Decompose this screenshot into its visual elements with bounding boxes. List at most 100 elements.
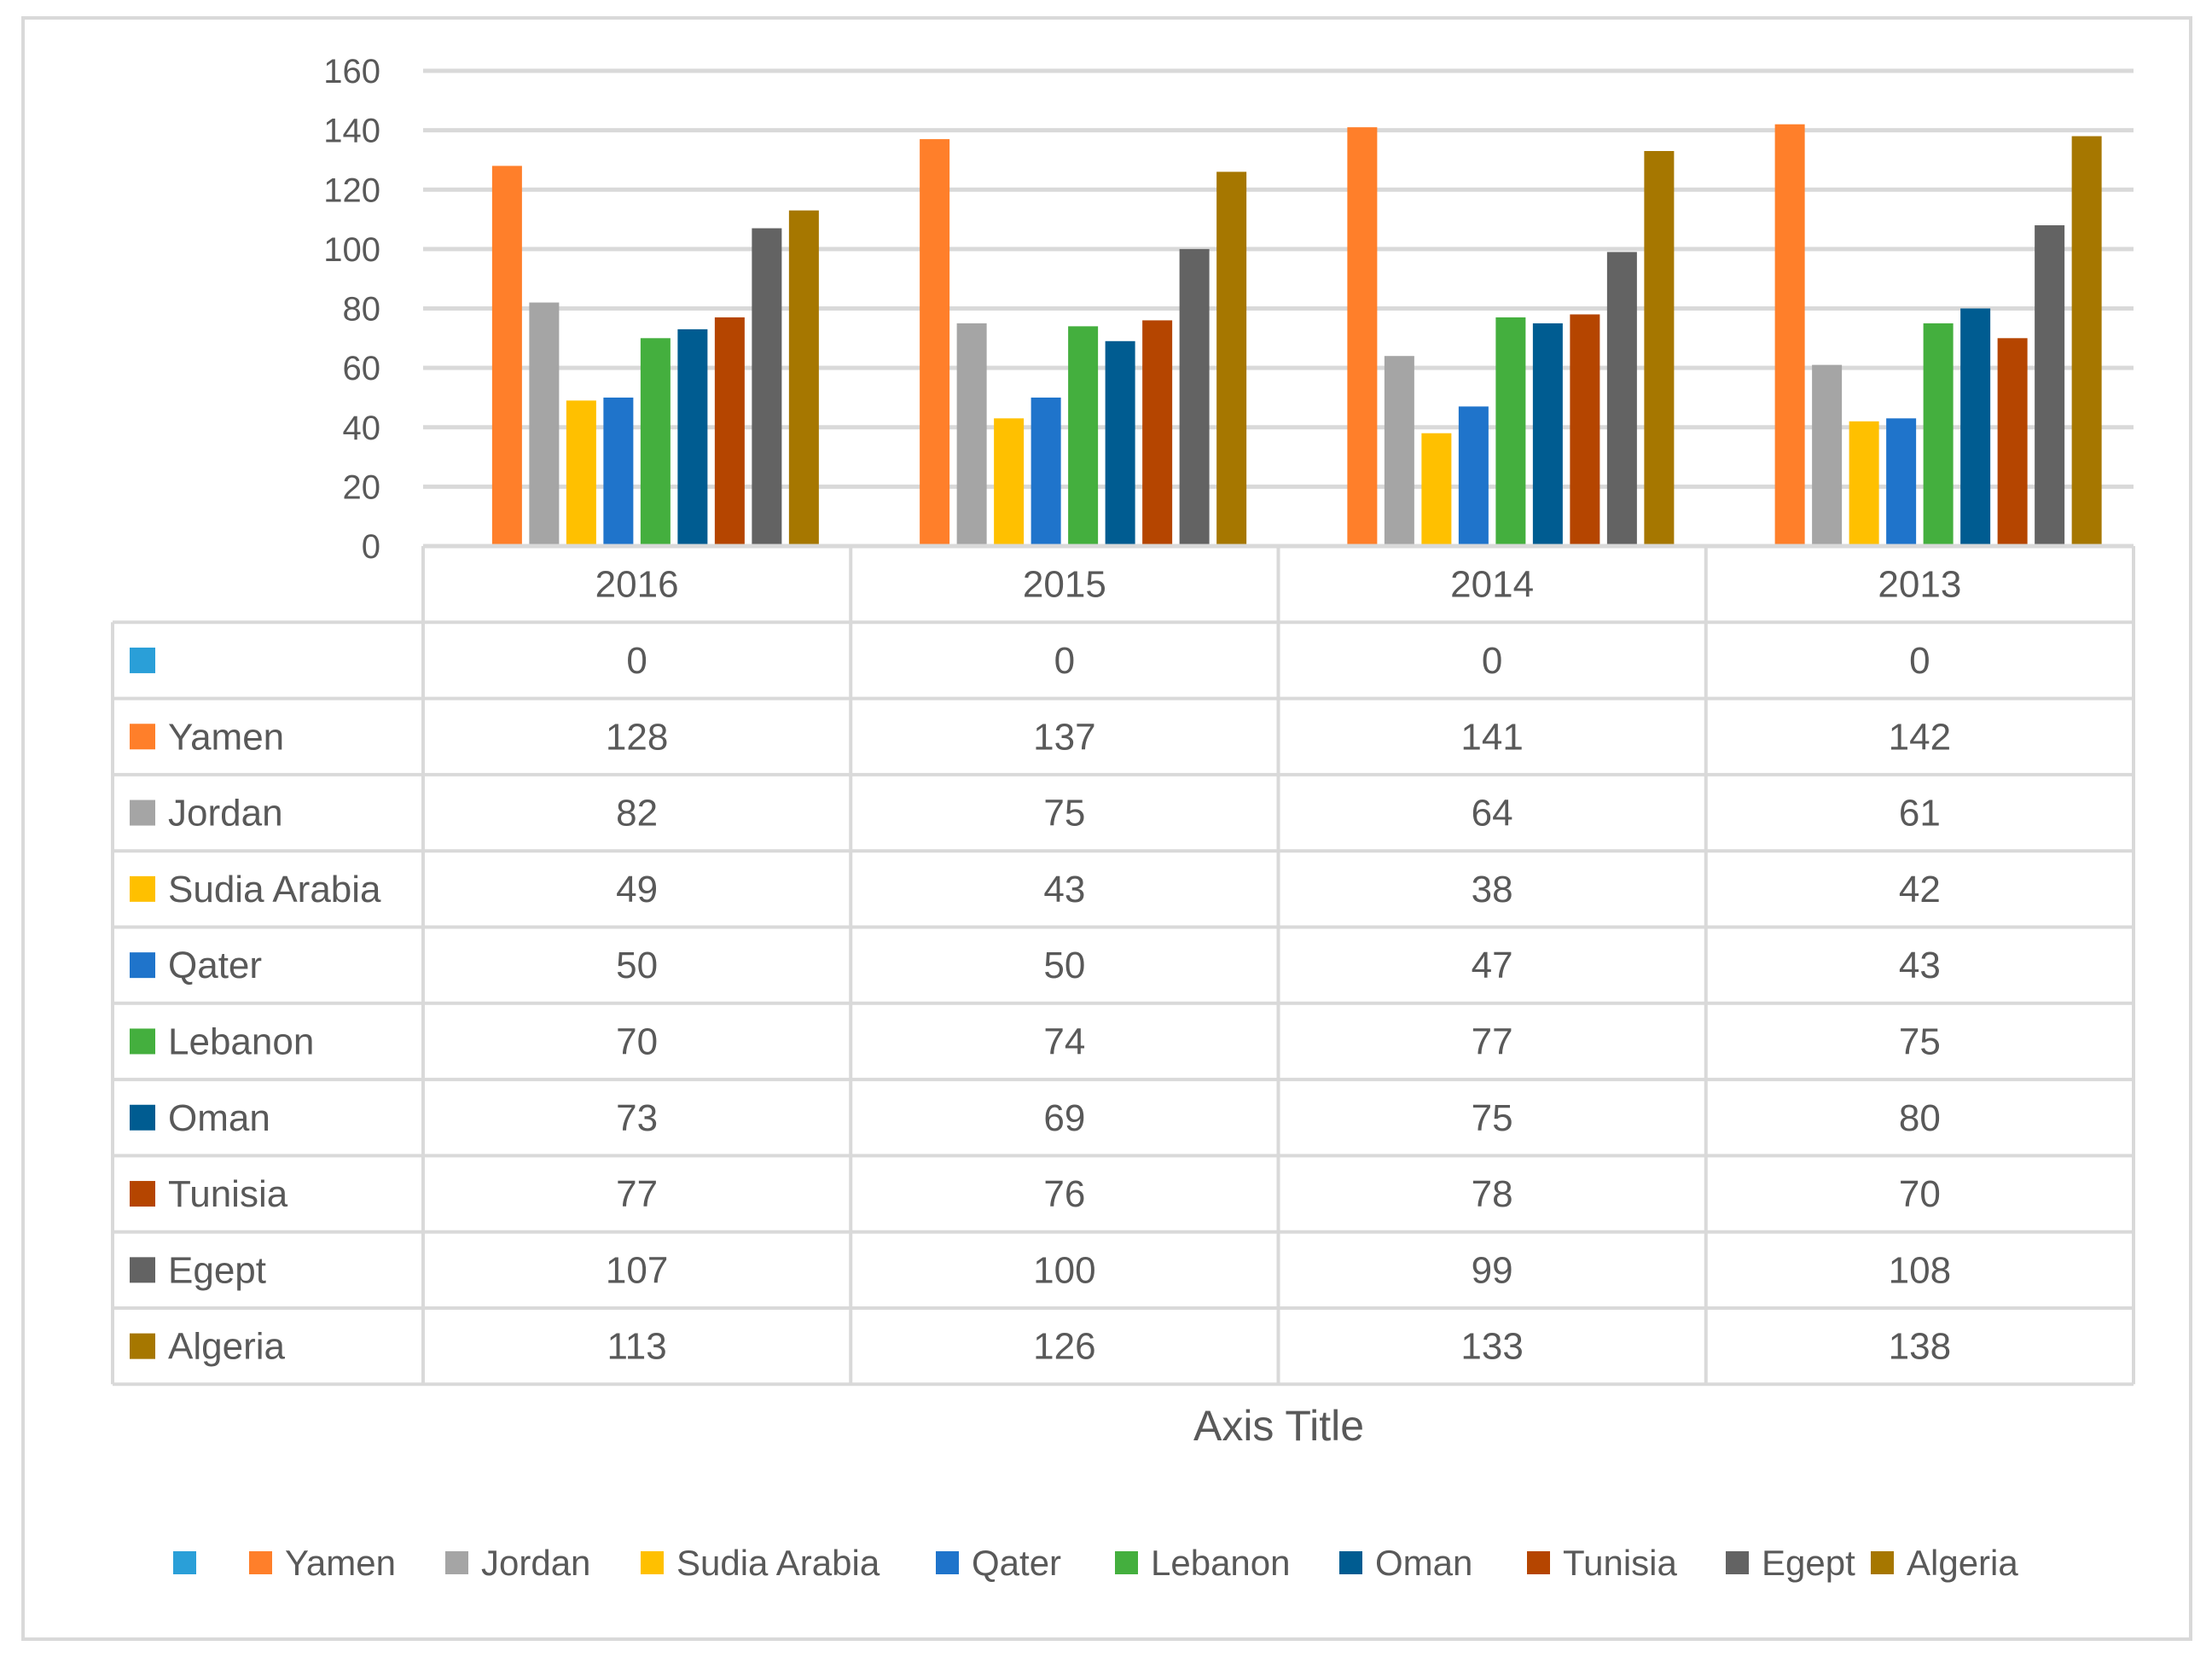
y-tick-label: 40 xyxy=(343,410,381,447)
bar-lebanon-2014 xyxy=(1495,317,1526,546)
legend-label: Jordan xyxy=(481,1543,590,1583)
bar-yamen-2016 xyxy=(491,166,522,546)
y-tick-label: 80 xyxy=(343,291,381,329)
table-legend-key xyxy=(130,724,155,750)
data-label: 43 xyxy=(1043,869,1085,910)
data-label: 61 xyxy=(1899,793,1941,834)
bar-algeria-2014 xyxy=(1644,150,1675,546)
bar-sudia-arabia-2013 xyxy=(1849,421,1879,546)
legend-key xyxy=(249,1551,272,1574)
x-axis-title: Axis Title xyxy=(1193,1402,1364,1450)
table-series-label: Algeria xyxy=(168,1326,285,1368)
table-legend-key xyxy=(130,1104,155,1131)
y-tick-label: 60 xyxy=(343,350,381,387)
bar-oman-2013 xyxy=(1960,308,1991,546)
data-label: 77 xyxy=(616,1173,658,1215)
data-label: 42 xyxy=(1899,869,1941,910)
data-label: 0 xyxy=(1054,640,1075,682)
data-label: 70 xyxy=(1899,1173,1941,1215)
table-legend-key xyxy=(130,952,155,979)
y-tick-label: 160 xyxy=(323,53,380,90)
bar-algeria-2015 xyxy=(1216,172,1247,547)
data-label: 75 xyxy=(1472,1097,1513,1139)
data-label: 108 xyxy=(1889,1249,1951,1291)
table-series-label: Oman xyxy=(168,1097,270,1139)
bar-sudia-arabia-2014 xyxy=(1421,433,1452,546)
bar-yamen-2014 xyxy=(1347,127,1378,547)
data-label: 80 xyxy=(1899,1097,1941,1139)
table-legend-key xyxy=(130,1181,155,1207)
bar-oman-2015 xyxy=(1105,340,1135,546)
x-category-label: 2014 xyxy=(1450,564,1534,606)
table-legend-key xyxy=(130,1028,155,1055)
data-label: 78 xyxy=(1472,1173,1513,1215)
data-label: 64 xyxy=(1472,793,1513,834)
data-label: 128 xyxy=(606,716,668,758)
data-label: 74 xyxy=(1043,1021,1085,1062)
bar-jordan-2014 xyxy=(1384,356,1414,546)
table-series-label: Jordan xyxy=(168,793,283,834)
bar-jordan-2013 xyxy=(1812,364,1843,546)
bar-egept-2013 xyxy=(2035,225,2065,546)
bar-lebanon-2016 xyxy=(640,338,671,546)
data-label: 70 xyxy=(616,1021,658,1062)
x-category-label: 2016 xyxy=(595,564,679,606)
data-label: 126 xyxy=(1033,1326,1095,1368)
bar-oman-2014 xyxy=(1532,323,1563,546)
data-label: 113 xyxy=(607,1326,667,1368)
bar-sudia-arabia-2016 xyxy=(566,400,596,546)
data-label: 0 xyxy=(1909,640,1930,682)
legend-key xyxy=(641,1551,664,1574)
data-label: 73 xyxy=(616,1097,658,1139)
x-category-label: 2013 xyxy=(1878,564,1961,606)
legend-label: Tunisia xyxy=(1563,1543,1677,1583)
legend-key xyxy=(445,1551,468,1574)
bar-egept-2015 xyxy=(1179,248,1210,546)
bar-yamen-2015 xyxy=(920,139,950,546)
bar-egept-2016 xyxy=(752,228,782,546)
data-label: 142 xyxy=(1889,716,1951,758)
table-series-label: Tunisia xyxy=(168,1173,288,1215)
data-label: 107 xyxy=(606,1249,668,1291)
table-series-label: Yamen xyxy=(168,716,284,758)
bar-lebanon-2013 xyxy=(1923,323,1954,546)
legend-label: Sudia Arabia xyxy=(676,1543,880,1583)
table-legend-key xyxy=(130,800,155,826)
table-legend-key xyxy=(130,1257,155,1283)
legend-label: Lebanon xyxy=(1151,1543,1291,1583)
data-label: 0 xyxy=(626,640,647,682)
data-label: 75 xyxy=(1043,793,1085,834)
legend-label: Algeria xyxy=(1907,1543,2018,1583)
legend-key xyxy=(1726,1551,1749,1574)
bar-tunisia-2014 xyxy=(1570,314,1600,546)
data-label: 75 xyxy=(1899,1021,1941,1062)
legend-key xyxy=(1527,1551,1550,1574)
table-legend-key xyxy=(130,1333,155,1359)
bar-tunisia-2015 xyxy=(1142,320,1173,546)
bar-lebanon-2015 xyxy=(1068,326,1099,546)
bar-algeria-2013 xyxy=(2071,136,2102,546)
data-label: 0 xyxy=(1482,640,1502,682)
y-tick-label: 120 xyxy=(323,172,380,209)
legend-key xyxy=(936,1551,959,1574)
chart-border xyxy=(21,16,2192,1641)
y-tick-label: 100 xyxy=(323,231,380,269)
bar-algeria-2016 xyxy=(788,210,819,546)
data-label: 133 xyxy=(1460,1326,1523,1368)
bar-qater-2013 xyxy=(1886,418,1917,546)
data-label: 43 xyxy=(1899,945,1941,986)
y-tick-label: 20 xyxy=(343,468,381,506)
data-label: 38 xyxy=(1472,869,1513,910)
data-label: 141 xyxy=(1460,716,1523,758)
data-label: 99 xyxy=(1472,1249,1513,1291)
data-label: 47 xyxy=(1472,945,1513,986)
legend-key xyxy=(1339,1551,1362,1574)
data-label: 77 xyxy=(1472,1021,1513,1062)
data-label: 49 xyxy=(616,869,658,910)
legend-key xyxy=(173,1551,196,1574)
bar-tunisia-2013 xyxy=(1997,338,2028,546)
legend-label: Egept xyxy=(1762,1543,1855,1583)
legend-key xyxy=(1871,1551,1894,1574)
bar-jordan-2015 xyxy=(956,323,987,546)
